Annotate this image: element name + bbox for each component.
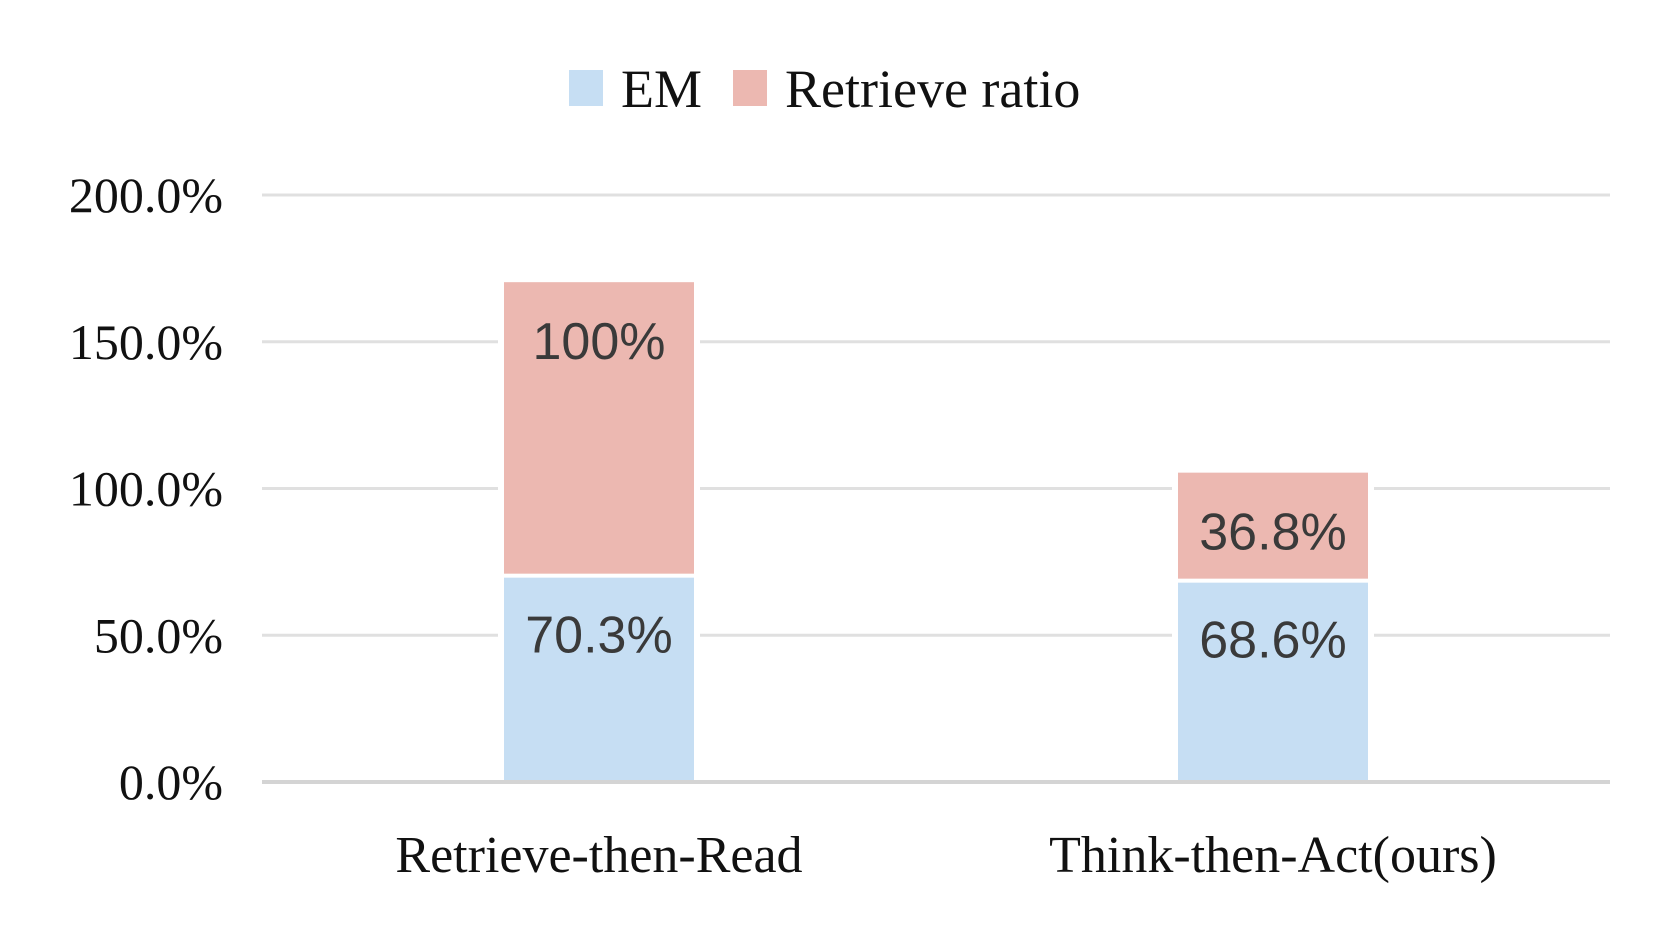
- x-category-label: Retrieve-then-Read: [395, 827, 802, 884]
- data-label-em-think-then-act-ours: 68.6%: [1199, 612, 1346, 670]
- y-axis: 0.0% 50.0% 100.0% 150.0% 200.0%: [69, 167, 223, 810]
- y-tick-label: 50.0%: [94, 607, 223, 663]
- bar-retrieve-ratio-think-then-act-ours: [1178, 472, 1368, 579]
- data-label-retrieve-ratio-retrieve-then-read: 100%: [533, 313, 666, 371]
- data-label-em-retrieve-then-read: 70.3%: [525, 607, 672, 665]
- legend-label-em: EM: [621, 59, 702, 119]
- y-tick-label: 150.0%: [69, 314, 223, 370]
- y-tick-label: 0.0%: [119, 754, 223, 810]
- y-tick-label: 100.0%: [69, 461, 223, 517]
- bars: 70.3% 100% 68.6% 36.8%: [498, 282, 1374, 780]
- legend-swatch-retrieve-ratio: [733, 70, 767, 106]
- x-category-label: Think-then-Act(ours): [1049, 827, 1497, 884]
- legend-swatch-em: [569, 70, 603, 106]
- legend-label-retrieve-ratio: Retrieve ratio: [785, 59, 1080, 119]
- data-label-retrieve-ratio-think-then-act-ours: 36.8%: [1199, 504, 1346, 562]
- bar-retrieve-ratio-retrieve-then-read: [504, 282, 694, 574]
- bar-em-retrieve-then-read: [504, 577, 694, 780]
- bar-em-think-then-act-ours: [1178, 582, 1368, 780]
- x-axis: Retrieve-then-Read Think-then-Act(ours): [395, 827, 1496, 884]
- y-tick-label: 200.0%: [69, 167, 223, 223]
- legend: EM Retrieve ratio: [569, 59, 1080, 119]
- gridlines: [262, 193, 1610, 784]
